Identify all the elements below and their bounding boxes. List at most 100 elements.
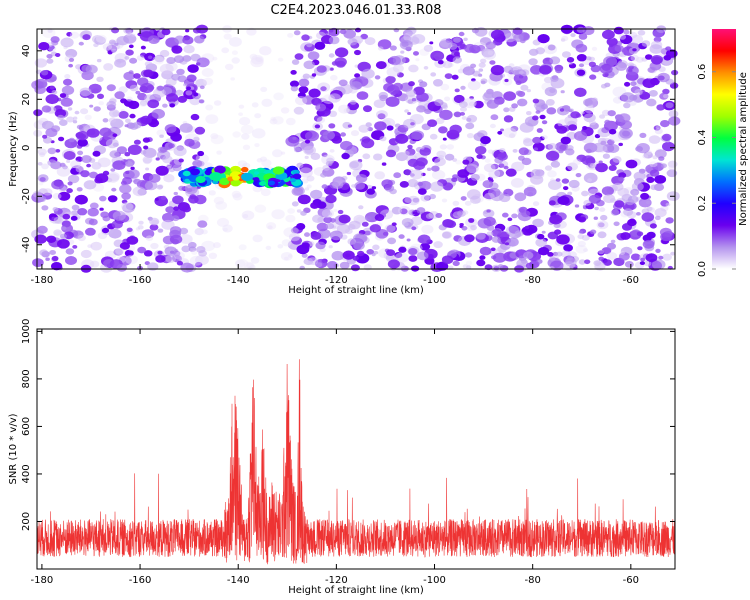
heatmap-cell — [637, 246, 643, 251]
heatmap-cell — [254, 113, 262, 119]
heatmap-cell — [295, 96, 308, 106]
heatmap-cell — [530, 65, 543, 75]
heatmap-cell — [325, 194, 337, 204]
heatmap-cell — [589, 162, 597, 168]
heatmap-cell — [304, 232, 310, 237]
heatmap-cell — [171, 238, 179, 245]
heatmap-x-axis-label: Height of straight line (km) — [288, 285, 424, 296]
heatmap-cell — [121, 202, 134, 211]
heatmap-cell — [155, 255, 166, 263]
heatmap-cell — [416, 207, 426, 214]
heatmap-cell — [387, 259, 400, 269]
heatmap-cell — [635, 56, 644, 63]
heatmap-cell — [547, 44, 556, 51]
heatmap-cell — [238, 104, 245, 109]
y-tick-label: 1000 — [21, 319, 32, 344]
heatmap-cell — [578, 230, 584, 234]
heatmap-cell — [441, 198, 448, 203]
heatmap-cell — [573, 131, 588, 141]
heatmap-cell — [259, 46, 272, 56]
heatmap-cell — [87, 207, 99, 217]
heatmap-cell — [476, 232, 486, 240]
heatmap-cell — [515, 90, 523, 96]
heatmap-cell — [42, 188, 53, 196]
heatmap-cell — [665, 217, 674, 224]
heatmap-cell — [328, 110, 338, 118]
heatmap-cell — [423, 44, 434, 52]
heatmap-cell — [142, 137, 150, 143]
heatmap-cell — [93, 106, 101, 112]
heatmap-cell — [503, 91, 516, 101]
heatmap-cell — [468, 101, 476, 107]
heatmap-cell — [563, 186, 569, 191]
heatmap-cell — [597, 231, 607, 239]
heatmap-cell — [379, 136, 387, 142]
heatmap-cell — [34, 78, 48, 89]
snr-series-line — [36, 359, 676, 565]
heatmap-cell — [620, 34, 633, 45]
heatmap-cell — [119, 184, 132, 194]
heatmap-cell — [247, 266, 253, 271]
heatmap-cell — [95, 173, 109, 184]
heatmap-cell — [499, 148, 506, 153]
heatmap-cell — [109, 39, 116, 45]
heatmap-cell — [535, 47, 545, 55]
heatmap-cell — [195, 78, 207, 88]
heatmap-cell — [242, 144, 251, 150]
heatmap-cell — [420, 194, 430, 202]
heatmap-cell — [469, 96, 474, 100]
heatmap-cell — [256, 158, 263, 163]
heatmap-cell — [287, 33, 294, 38]
heatmap-cell — [466, 114, 478, 123]
heatmap-cell — [260, 188, 271, 197]
heatmap-cell — [468, 218, 475, 223]
heatmap-cell — [78, 41, 84, 46]
heatmap-cell — [354, 181, 366, 190]
heatmap-cell — [284, 256, 289, 261]
heatmap-cell — [47, 28, 53, 33]
heatmap-cell — [112, 142, 119, 147]
heatmap-cell — [469, 195, 481, 204]
heatmap-cell — [176, 260, 183, 266]
heatmap-cell — [51, 179, 64, 190]
heatmap-cell — [55, 53, 61, 57]
heatmap-cell — [460, 196, 467, 201]
heatmap-cell — [63, 151, 76, 160]
heatmap-cell — [192, 159, 203, 168]
heatmap-cell — [190, 168, 200, 176]
heatmap-cell — [310, 231, 322, 240]
heatmap-cell — [533, 147, 539, 151]
heatmap-cell — [648, 90, 658, 97]
heatmap-cell — [182, 36, 194, 45]
heatmap-cell — [470, 173, 480, 181]
heatmap-cell — [251, 128, 266, 139]
heatmap-cell — [74, 194, 88, 205]
heatmap-cell — [547, 252, 554, 257]
heatmap-cell — [487, 50, 494, 56]
heatmap-cell — [451, 74, 459, 80]
heatmap-cell — [52, 207, 59, 212]
heatmap-cell — [177, 95, 187, 103]
heatmap-cell — [575, 244, 588, 254]
heatmap-cell — [271, 209, 285, 220]
heatmap-cell — [267, 225, 273, 230]
heatmap-cell — [195, 175, 206, 184]
heatmap-cell — [559, 108, 565, 112]
heatmap-cell — [458, 31, 465, 37]
heatmap-cell — [209, 172, 223, 181]
heatmap-cell — [285, 117, 296, 126]
heatmap-cell — [297, 194, 311, 205]
heatmap-cell — [325, 223, 335, 230]
heatmap-cell — [386, 125, 394, 131]
heatmap-cell — [34, 234, 47, 244]
heatmap-cell — [64, 74, 71, 79]
heatmap-cell — [150, 242, 159, 250]
heatmap-cell — [394, 252, 403, 258]
heatmap-cell — [660, 232, 672, 242]
heatmap-cell — [513, 34, 524, 42]
heatmap-cell — [647, 76, 652, 80]
heatmap-cell — [623, 102, 631, 109]
heatmap-cell — [407, 158, 419, 167]
heatmap-cell — [555, 251, 563, 257]
heatmap-cell — [599, 207, 606, 212]
